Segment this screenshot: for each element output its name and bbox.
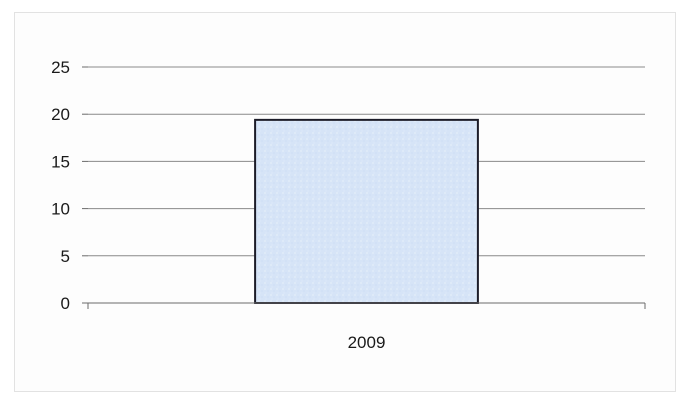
x-axis-categories: 2009 <box>348 333 386 352</box>
y-tick-label: 5 <box>61 247 70 266</box>
y-tick-label: 0 <box>61 294 70 313</box>
y-tick-label: 25 <box>51 58 70 77</box>
y-tick-label: 20 <box>51 105 70 124</box>
y-axis-ticks: 0 5 10 15 20 25 <box>51 58 646 313</box>
y-tick-label: 15 <box>51 152 70 171</box>
y-tick-label: 10 <box>51 200 70 219</box>
bars <box>254 118 479 304</box>
bar-2009 <box>254 118 479 304</box>
x-category-label: 2009 <box>348 333 386 352</box>
